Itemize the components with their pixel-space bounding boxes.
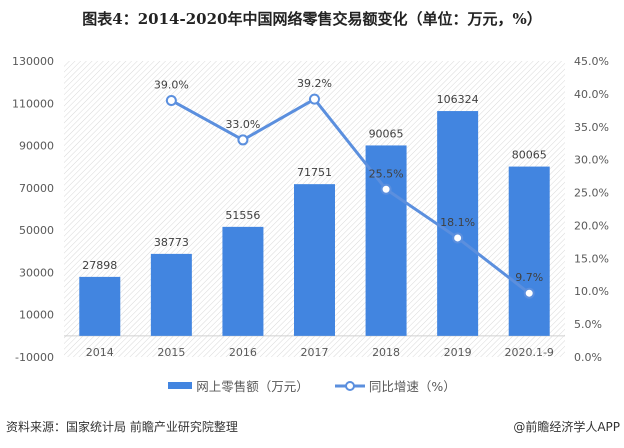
right-tick-label: 40.0% bbox=[574, 88, 609, 101]
line-value-label: 18.1% bbox=[440, 216, 475, 229]
bar bbox=[294, 184, 335, 336]
line-point bbox=[452, 232, 464, 244]
bar bbox=[79, 276, 121, 336]
credit: @前瞻经济学人APP bbox=[513, 420, 620, 434]
line-value-label: 33.0% bbox=[225, 118, 260, 131]
right-tick-label: 5.0% bbox=[574, 318, 602, 331]
bar-value-label: 71751 bbox=[297, 166, 332, 179]
bar-value-label: 27898 bbox=[82, 259, 117, 272]
x-tick-label: 2015 bbox=[157, 346, 185, 359]
line-point bbox=[309, 93, 320, 105]
x-tick-label: 2016 bbox=[229, 346, 257, 359]
left-tick-label: 110000 bbox=[12, 97, 54, 110]
right-tick-label: 20.0% bbox=[574, 219, 609, 232]
line-value-label: 9.7% bbox=[515, 271, 543, 284]
right-tick-label: 35.0% bbox=[574, 121, 609, 134]
growth-line bbox=[170, 97, 531, 295]
right-tick-label: 30.0% bbox=[574, 154, 609, 167]
line-point bbox=[237, 134, 249, 146]
bar-value-label: 51556 bbox=[225, 209, 260, 222]
left-tick-label: 70000 bbox=[19, 182, 54, 195]
bar-value-label: 90065 bbox=[369, 127, 404, 140]
line-value-label: 39.0% bbox=[154, 78, 189, 91]
right-tick-label: 10.0% bbox=[574, 285, 609, 298]
bar bbox=[365, 145, 407, 336]
bar bbox=[437, 111, 479, 336]
left-tick-label: 10000 bbox=[19, 309, 54, 322]
x-tick-label: 2020.1-9 bbox=[504, 346, 553, 359]
left-tick-label: 50000 bbox=[19, 224, 54, 237]
x-tick-label: 2019 bbox=[444, 346, 472, 359]
bar-value-label: 38773 bbox=[154, 236, 189, 249]
right-tick-label: 0.0% bbox=[574, 351, 602, 364]
line-point bbox=[523, 287, 535, 299]
left-tick-label: -10000 bbox=[15, 351, 54, 364]
line-marker-icon bbox=[334, 380, 365, 391]
legend: 网上零售额（万元） 同比增速（%） bbox=[0, 376, 624, 395]
bar-value-label: 106324 bbox=[437, 93, 479, 106]
right-tick-label: 15.0% bbox=[574, 252, 609, 265]
line-value-label: 25.5% bbox=[369, 167, 404, 180]
line-point bbox=[380, 183, 392, 195]
x-tick-label: 2018 bbox=[372, 346, 400, 359]
chart-title: 图表4：2014-2020年中国网络零售交易额变化（单位：万元，%） bbox=[82, 10, 542, 28]
line-point bbox=[165, 94, 177, 106]
right-tick-label: 45.0% bbox=[574, 55, 609, 68]
legend-label: 同比增速（%） bbox=[368, 379, 456, 394]
source-note: 资料来源：国家统计局 前瞻产业研究院整理 bbox=[6, 420, 238, 434]
bar bbox=[508, 166, 550, 336]
legend-item-bar[interactable]: 网上零售额（万元） bbox=[168, 376, 309, 395]
bar bbox=[222, 226, 264, 336]
bar-swatch-icon bbox=[168, 382, 193, 389]
legend-label: 网上零售额（万元） bbox=[196, 379, 309, 394]
x-tick-label: 2014 bbox=[86, 346, 114, 359]
bar-value-label: 80065 bbox=[512, 149, 547, 162]
right-tick-label: 25.0% bbox=[574, 187, 609, 200]
bar bbox=[150, 253, 192, 336]
line-value-label: 39.2% bbox=[297, 77, 332, 90]
left-tick-label: 30000 bbox=[19, 266, 54, 279]
x-tick-label: 2017 bbox=[301, 346, 329, 359]
left-tick-label: 130000 bbox=[12, 55, 54, 68]
legend-item-line[interactable]: 同比增速（%） bbox=[334, 376, 456, 395]
left-tick-label: 90000 bbox=[19, 140, 54, 153]
